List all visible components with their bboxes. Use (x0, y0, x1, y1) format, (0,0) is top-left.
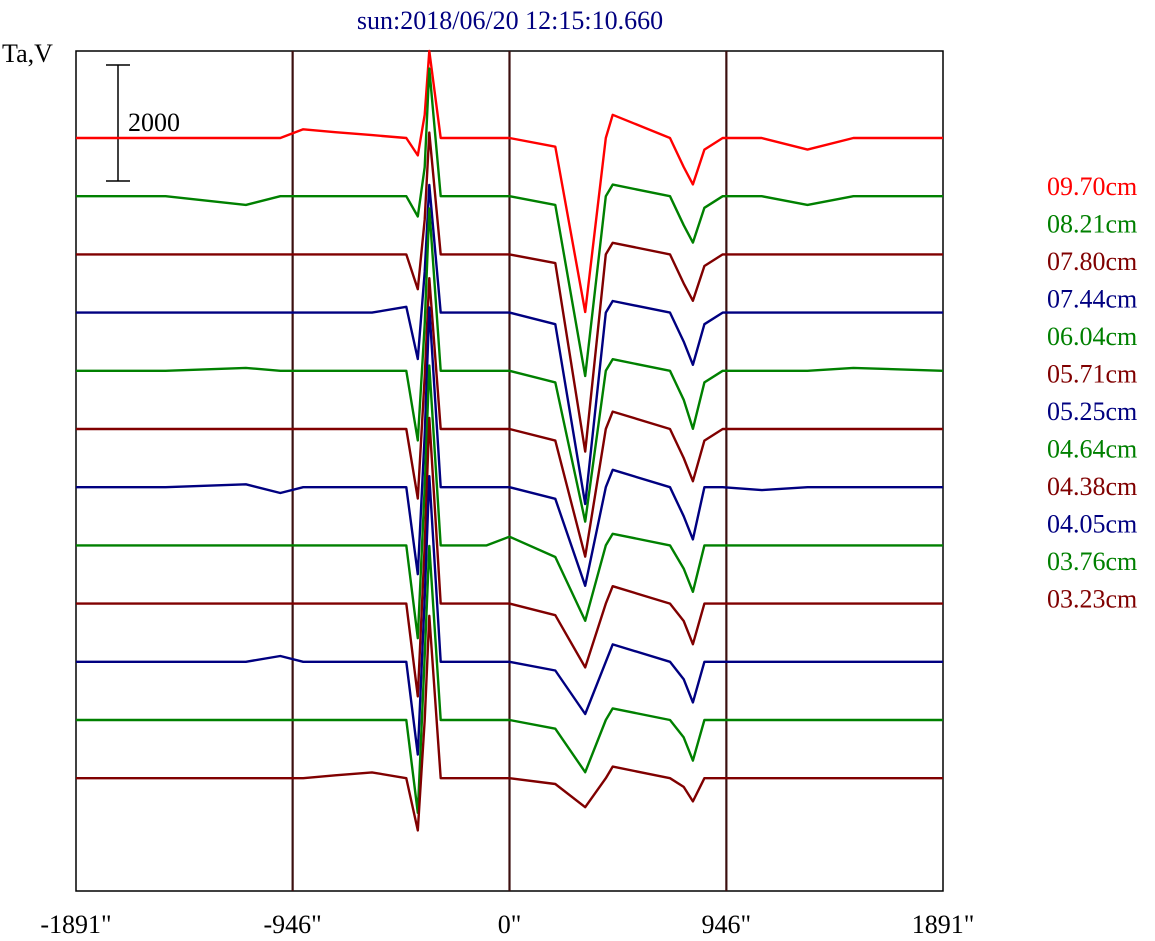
series-line-04.64cm (76, 364, 943, 640)
legend-entry: 04.38cm (1047, 472, 1137, 501)
legend-entry: 07.44cm (1047, 285, 1137, 314)
x-tick-label: 1891" (912, 910, 975, 939)
x-tick-label: 0" (498, 910, 522, 939)
scale-bar-label: 2000 (128, 108, 180, 137)
series-line-08.21cm (76, 67, 943, 378)
legend-entry: 03.23cm (1047, 585, 1137, 614)
series-line-05.25cm (76, 306, 943, 587)
legend: 09.70cm 08.21cm 07.80cm 07.44cm 06.04cm 05.71… (1047, 172, 1137, 614)
y-axis-label: Ta,V (2, 39, 53, 68)
legend-entry: 03.76cm (1047, 547, 1137, 576)
legend-entry: 07.80cm (1047, 247, 1137, 276)
x-tick-label: 946" (702, 910, 752, 939)
legend-entry: 06.04cm (1047, 322, 1137, 351)
series-line-03.76cm (76, 544, 943, 814)
scale-bar: 2000 (106, 64, 180, 182)
legend-entry: 04.64cm (1047, 435, 1137, 464)
series-line-04.38cm (76, 416, 943, 698)
chart-title: sun:2018/06/20 12:15:10.660 (357, 6, 663, 35)
series-lines (76, 49, 944, 832)
x-tick-label: -946" (263, 910, 321, 939)
series-line-05.71cm (76, 277, 943, 558)
legend-entry: 04.05cm (1047, 510, 1137, 539)
series-line-03.23cm (76, 614, 943, 832)
series-line-06.04cm (76, 207, 944, 523)
legend-entry: 09.70cm (1047, 172, 1137, 201)
x-tick-label: -1891" (40, 910, 111, 939)
series-line-07.44cm (76, 183, 943, 506)
legend-entry: 08.21cm (1047, 210, 1137, 239)
legend-entry: 05.71cm (1047, 360, 1137, 389)
series-line-07.80cm (76, 131, 943, 453)
series-line-04.05cm (76, 475, 943, 756)
legend-entry: 05.25cm (1047, 397, 1137, 426)
x-tick-labels: -1891" -946" 0" 946" 1891" (40, 910, 974, 939)
series-line-09.70cm (76, 49, 943, 314)
vertical-reference-lines (291, 51, 728, 891)
